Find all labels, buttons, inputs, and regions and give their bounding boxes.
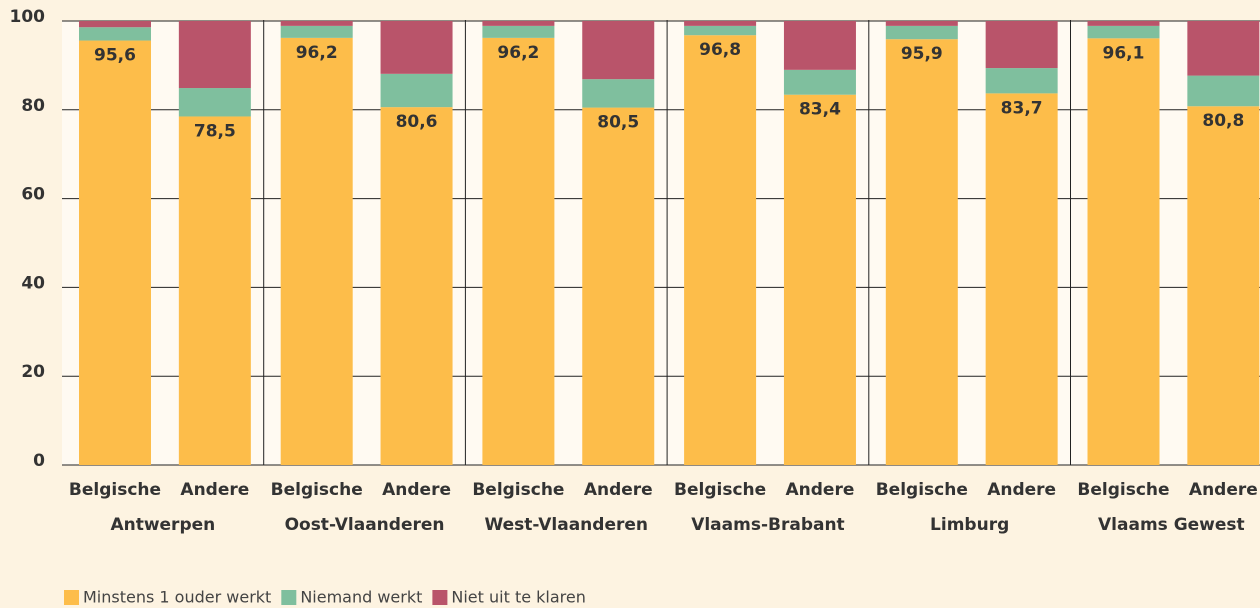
bar-segment	[280, 25, 353, 38]
bar-segment	[985, 21, 1058, 69]
legend-label: Minstens 1 ouder werkt	[83, 588, 271, 607]
value-label: 80,5	[597, 113, 639, 133]
bar-segment	[582, 21, 655, 80]
x-tick-label: Andere	[786, 480, 855, 500]
value-label: 78,5	[194, 121, 236, 141]
bar-segment	[1087, 21, 1160, 26]
bar-segment	[178, 21, 251, 89]
x-tick-label: Andere	[987, 480, 1056, 500]
group-label: Oost-Vlaanderen	[285, 515, 445, 535]
bar-segment	[985, 68, 1058, 94]
bar-segment	[178, 116, 251, 466]
bar-segment	[482, 25, 555, 38]
value-label: 80,6	[396, 112, 438, 132]
legend-swatch	[64, 590, 79, 605]
x-tick-label: Belgische	[69, 480, 161, 500]
bar-segment	[380, 21, 453, 74]
bar-segment	[482, 21, 555, 26]
bar-segment	[79, 40, 151, 465]
bar-segment	[280, 21, 353, 26]
x-tick-label: Andere	[382, 480, 451, 500]
bar-segment	[178, 88, 251, 117]
x-tick-label: Andere	[1189, 480, 1258, 500]
bar-segment	[380, 73, 453, 108]
y-tick-label: 80	[21, 96, 45, 116]
bar-segment	[885, 21, 958, 26]
legend-label: Niet uit te klaren	[451, 588, 586, 607]
value-label: 83,4	[799, 100, 841, 120]
bar-segment	[380, 107, 453, 466]
bar-segment	[783, 94, 856, 465]
group-label: West-Vlaanderen	[485, 515, 648, 535]
y-tick-label: 60	[21, 185, 45, 205]
bar-segment	[684, 21, 757, 26]
bar-segment	[783, 21, 856, 70]
group-label: Vlaams Gewest	[1098, 515, 1245, 535]
value-label: 80,8	[1202, 111, 1244, 131]
bar-segment	[684, 25, 757, 36]
bar-segment	[985, 93, 1058, 465]
x-tick-label: Andere	[180, 480, 249, 500]
plot-background	[62, 21, 1260, 465]
value-label: 96,8	[699, 40, 741, 60]
legend-swatch	[281, 590, 297, 605]
x-tick-label: Belgische	[674, 480, 766, 500]
bar-segment	[684, 35, 757, 465]
group-label: Vlaams-Brabant	[691, 515, 845, 535]
x-tick-label: Belgische	[271, 480, 363, 500]
bar-segment	[79, 27, 151, 41]
value-label: 96,2	[497, 43, 539, 63]
y-tick-label: 20	[21, 362, 45, 382]
x-tick-label: Andere	[584, 480, 653, 500]
bar-segment	[1087, 38, 1160, 465]
bar-segment	[582, 79, 655, 108]
y-tick-label: 100	[10, 7, 46, 27]
bar-segment	[79, 21, 151, 28]
x-tick-label: Belgische	[876, 480, 968, 500]
group-label: Limburg	[930, 515, 1009, 535]
bar-segment	[783, 69, 856, 95]
x-tick-label: Belgische	[472, 480, 564, 500]
bar-segment	[1087, 25, 1160, 39]
legend-label: Niemand werkt	[300, 588, 422, 607]
bar-segment	[1187, 21, 1260, 76]
x-tick-label: Belgische	[1077, 480, 1169, 500]
value-label: 96,1	[1103, 43, 1145, 63]
value-label: 95,6	[94, 46, 136, 66]
group-label: Antwerpen	[110, 515, 215, 535]
bar-segment	[582, 107, 655, 465]
y-tick-label: 40	[21, 273, 45, 293]
bar-segment	[885, 25, 958, 40]
y-tick-label: 0	[33, 451, 45, 471]
bar-segment	[885, 39, 958, 465]
value-label: 83,7	[1001, 98, 1043, 118]
value-label: 95,9	[901, 44, 943, 64]
legend-swatch	[432, 590, 448, 605]
bar-segment	[482, 37, 555, 465]
bar-segment	[1187, 106, 1260, 466]
bar-segment	[1187, 75, 1260, 107]
value-label: 96,2	[296, 43, 338, 63]
bar-segment	[280, 37, 353, 465]
